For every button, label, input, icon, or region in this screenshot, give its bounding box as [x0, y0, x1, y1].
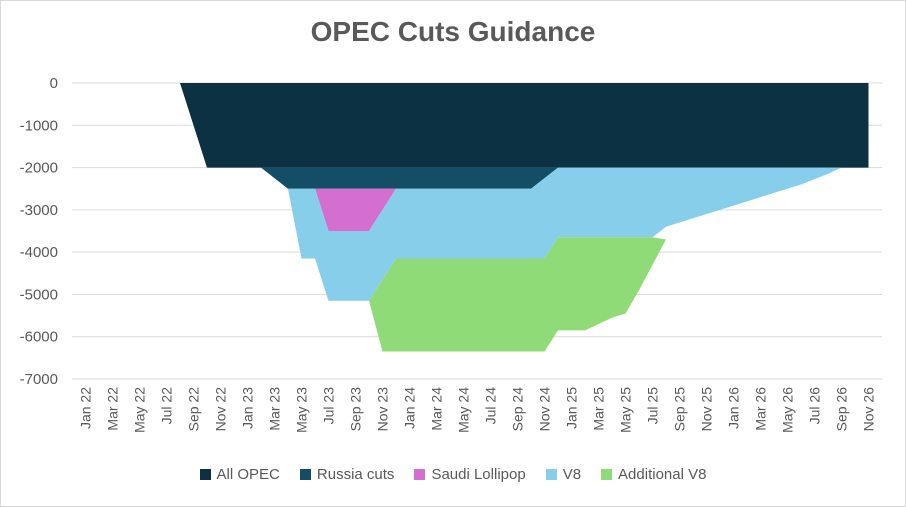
y-tick-label: -3000 — [20, 202, 58, 219]
x-tick-label: Jul 22 — [159, 387, 175, 425]
y-tick-label: -7000 — [20, 371, 58, 388]
legend-label: V8 — [562, 466, 582, 483]
x-tick-label: Sep 26 — [834, 387, 850, 432]
legend-swatch — [601, 469, 613, 480]
legend-swatch — [199, 469, 211, 480]
legend-swatch — [299, 469, 311, 480]
area-v8 — [288, 167, 842, 301]
area-layer — [72, 83, 869, 352]
x-tick-label: Jul 24 — [483, 387, 499, 425]
y-tick-label: -1000 — [20, 117, 58, 134]
y-tick-label: -4000 — [20, 244, 58, 261]
x-tick-label: May 25 — [618, 387, 634, 433]
x-tick-label: Nov 22 — [213, 387, 229, 432]
x-tick-label: Mar 23 — [267, 387, 283, 431]
x-tick-label: Jan 23 — [240, 387, 256, 429]
y-tick-label: -5000 — [20, 286, 58, 303]
area-additional-v8 — [369, 237, 666, 352]
legend-label: All OPEC — [216, 466, 280, 483]
y-tick-label: 0 — [50, 75, 58, 92]
legend: All OPEC Russia cuts Saudi Lollipop V8 Addit… — [0, 466, 906, 483]
x-tick-label: Mar 24 — [429, 387, 445, 431]
legend-item: V8 — [545, 466, 582, 483]
x-tick-label: Nov 24 — [537, 387, 553, 432]
legend-label: Saudi Lollipop — [431, 466, 526, 483]
legend-label: Additional V8 — [618, 466, 707, 483]
x-tick-label: Mar 26 — [753, 387, 769, 431]
legend-item: All OPEC — [199, 466, 280, 483]
area-russia-cuts — [261, 167, 558, 189]
legend-item: Additional V8 — [601, 466, 706, 483]
x-tick-label: Mar 22 — [105, 387, 121, 431]
area-saudi-lollipop — [315, 188, 396, 231]
x-tick-label: Nov 25 — [699, 387, 715, 432]
x-tick-label: May 23 — [294, 387, 310, 433]
x-tick-labels: Jan 22 Mar 22 May 22 Jul 22 Sep 22 Nov 22 Jan … — [78, 387, 877, 433]
x-tick-label: Sep 23 — [348, 387, 364, 432]
x-tick-label: Jan 22 — [78, 387, 94, 429]
legend-label: Russia cuts — [316, 466, 395, 483]
legend-item: Saudi Lollipop — [414, 466, 526, 483]
x-tick-label: Nov 23 — [375, 387, 391, 432]
x-tick-label: Sep 25 — [672, 387, 688, 432]
x-tick-label: Mar 25 — [591, 387, 607, 431]
x-tick-label: Sep 24 — [510, 387, 526, 432]
x-tick-label: Jan 24 — [402, 387, 418, 429]
x-tick-label: Jul 23 — [321, 387, 337, 425]
x-tick-label: Jul 25 — [645, 387, 661, 425]
x-tick-label: May 24 — [456, 387, 472, 433]
x-tick-label: Jul 26 — [807, 387, 823, 425]
x-tick-label: May 22 — [132, 387, 148, 433]
x-tick-label: Jan 25 — [564, 387, 580, 429]
x-tick-label: Nov 26 — [861, 387, 877, 432]
y-tick-label: -6000 — [20, 329, 58, 346]
x-tick-label: May 26 — [780, 387, 796, 433]
y-tick-labels: 0 -1000 -2000 -3000 -4000 -5000 -6000 -7000 — [20, 75, 58, 388]
x-tick-label: Sep 22 — [186, 387, 202, 432]
x-tick-label: Jan 26 — [726, 387, 742, 429]
chart-title: OPEC Cuts Guidance — [310, 16, 596, 47]
y-tick-label: -2000 — [20, 160, 58, 177]
area-all-opec — [72, 83, 869, 168]
legend-item: Russia cuts — [299, 466, 395, 483]
legend-swatch — [414, 469, 426, 480]
legend-swatch — [545, 469, 557, 480]
